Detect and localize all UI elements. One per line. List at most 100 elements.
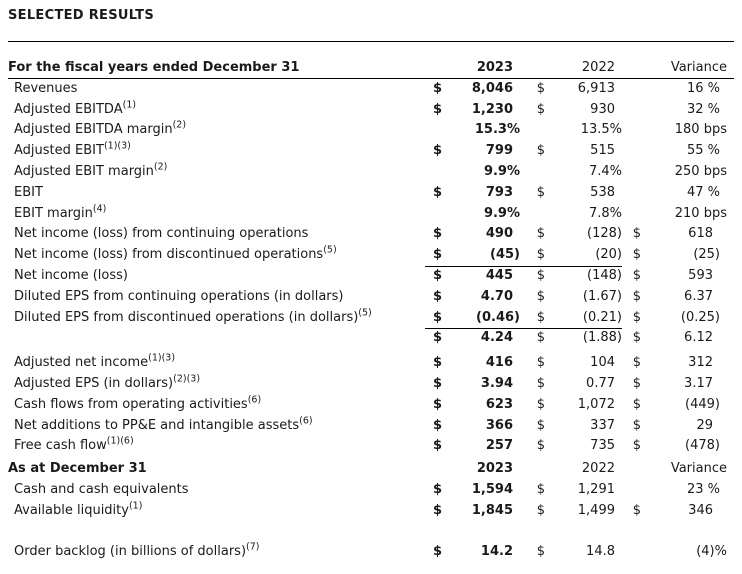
value-2022: (1.67) [582, 288, 622, 304]
usd-sign-2022 [520, 204, 545, 225]
usd-sign-2022: $ [536, 288, 545, 304]
usd-sign-2022: $ [536, 438, 545, 454]
usd-sign-2023: $ [432, 502, 442, 518]
table-row-free-cash-flow: Free cash flow(1)(6) $ 257 $ 735 $ (478) [8, 436, 734, 457]
table-row-cash-equivalents: Cash and cash equivalents $ 1,594 $ 1,29… [8, 480, 734, 501]
column-header-2022: 2022 [581, 461, 615, 477]
value-2022: 0.77 [586, 375, 615, 391]
footnote-ref: (5) [358, 307, 372, 319]
header-row: For the fiscal years ended December 31 2… [8, 58, 734, 79]
usd-sign-variance: $ [632, 247, 641, 263]
table-row-revenues: Revenues $ 8,046 $ 6,913 16 % [8, 79, 734, 100]
row-label: Order backlog (in billions of dollars) [14, 543, 247, 559]
row-label: Revenues [14, 80, 78, 96]
header-spacer [425, 459, 442, 480]
column-header-variance: Variance [670, 461, 727, 477]
usd-sign-2023: $ [432, 375, 442, 391]
footnote-ref: (1) [122, 99, 137, 111]
usd-sign-2023 [425, 204, 442, 225]
value-2023: 15.3% [474, 122, 520, 138]
table-row-net-additions-ppe: Net additions to PP&E and intangible ass… [8, 416, 734, 437]
value-2023: 793 [485, 184, 513, 200]
value-variance: 23 % [686, 481, 720, 497]
table-row-net-income-discontinued: Net income (loss) from discontinued oper… [8, 245, 734, 267]
row-label: Net income (loss) [14, 267, 128, 283]
value-variance: 6.12 [684, 330, 713, 346]
usd-sign-variance: $ [632, 330, 641, 346]
usd-sign-variance: $ [632, 309, 641, 325]
fiscal-years-table: For the fiscal years ended December 31 2… [8, 58, 734, 457]
row-label: Adjusted EPS (in dollars) [14, 375, 174, 391]
footnote-ref: (1)(3) [148, 353, 176, 364]
table-row-adjusted-ebitda-margin: Adjusted EBITDA margin(2) 15.3% 13.5% 18… [8, 120, 734, 141]
usd-sign-2023: $ [432, 355, 442, 371]
value-2022: 1,072 [577, 396, 615, 412]
usd-sign-2023: $ [432, 80, 442, 96]
value-variance: 16 % [686, 80, 720, 96]
usd-sign-2023: $ [432, 438, 442, 454]
usd-sign-2022: $ [536, 396, 545, 412]
usd-sign-2023 [425, 162, 442, 183]
value-2023: 1,230 [471, 101, 513, 117]
usd-sign-variance [622, 162, 641, 183]
usd-sign-2023: $ [425, 308, 442, 330]
header-row: As at December 31 2023 2022 Variance [8, 459, 734, 480]
value-variance: 346 [688, 502, 713, 518]
table-row-cash-flows-operating: Cash flows from operating activities(6) … [8, 395, 734, 416]
usd-sign-2022: $ [536, 101, 545, 117]
value-2023: 445 [485, 267, 513, 283]
table-row-adjusted-ebit: Adjusted EBIT(1)(3) $ 799 $ 515 55 % [8, 141, 734, 162]
usd-sign-variance: $ [632, 288, 641, 304]
table-row-net-income-continuing: Net income (loss) from continuing operat… [8, 224, 734, 245]
usd-sign-variance: $ [632, 267, 641, 283]
usd-sign-2023: $ [432, 288, 442, 304]
value-variance: 32 % [686, 101, 720, 117]
value-2023: 9.9% [483, 205, 520, 221]
footnote-ref: (1)(6) [106, 436, 134, 448]
value-2022: (0.21) [545, 308, 622, 330]
table-row-diluted-eps-total: $ 4.24 $ (1.88) $ 6.12 [8, 328, 734, 349]
footnote-ref: (6) [247, 394, 262, 406]
usd-sign-variance [622, 204, 641, 225]
page-title: SELECTED RESULTS [8, 8, 154, 23]
usd-sign-variance [622, 120, 641, 141]
usd-sign-2022: $ [536, 502, 545, 518]
row-label: Net income (loss) from continuing operat… [14, 226, 309, 242]
value-variance: 593 [688, 267, 713, 283]
row-label: Available liquidity [14, 502, 129, 518]
value-2022: 515 [590, 143, 615, 159]
usd-sign-variance [622, 542, 641, 563]
header-spacer [520, 58, 545, 79]
value-2023: 8,046 [471, 80, 513, 96]
value-2023: (45) [442, 245, 520, 267]
usd-sign-2022: $ [536, 184, 545, 200]
usd-sign-2023: $ [432, 481, 442, 497]
footnote-ref: (4) [92, 203, 107, 215]
row-label: Cash flows from operating activities [14, 396, 248, 412]
header-spacer [622, 58, 641, 79]
value-2023: 9.9% [483, 163, 520, 179]
row-label: Diluted EPS from continuing operations (… [14, 288, 344, 304]
value-variance: 29 [696, 417, 713, 433]
value-variance: 55 % [686, 143, 720, 159]
header-spacer [520, 459, 545, 480]
value-2022: 735 [590, 438, 615, 454]
value-2022: 538 [590, 184, 615, 200]
usd-sign-2023: $ [432, 101, 442, 117]
value-2022: (1.88) [582, 330, 622, 346]
column-header-2022: 2022 [581, 60, 615, 75]
usd-sign-variance: $ [632, 355, 641, 371]
header-label: As at December 31 [8, 461, 147, 477]
header-spacer [622, 459, 641, 480]
value-2022: (20) [545, 245, 622, 267]
usd-sign-2023: $ [425, 245, 442, 267]
header-spacer [425, 58, 442, 79]
row-label: Free cash flow [14, 438, 107, 454]
usd-sign-variance: $ [632, 226, 641, 242]
usd-sign-2022: $ [536, 80, 545, 96]
value-variance: 6.37 [684, 288, 713, 304]
table-row-ebit: EBIT $ 793 $ 538 47 % [8, 183, 734, 204]
value-2022: 337 [590, 417, 615, 433]
as-at-december-table: As at December 31 2023 2022 Variance Cas… [8, 459, 734, 562]
table-row-adjusted-ebitda: Adjusted EBITDA(1) $ 1,230 $ 930 32 % [8, 100, 734, 121]
